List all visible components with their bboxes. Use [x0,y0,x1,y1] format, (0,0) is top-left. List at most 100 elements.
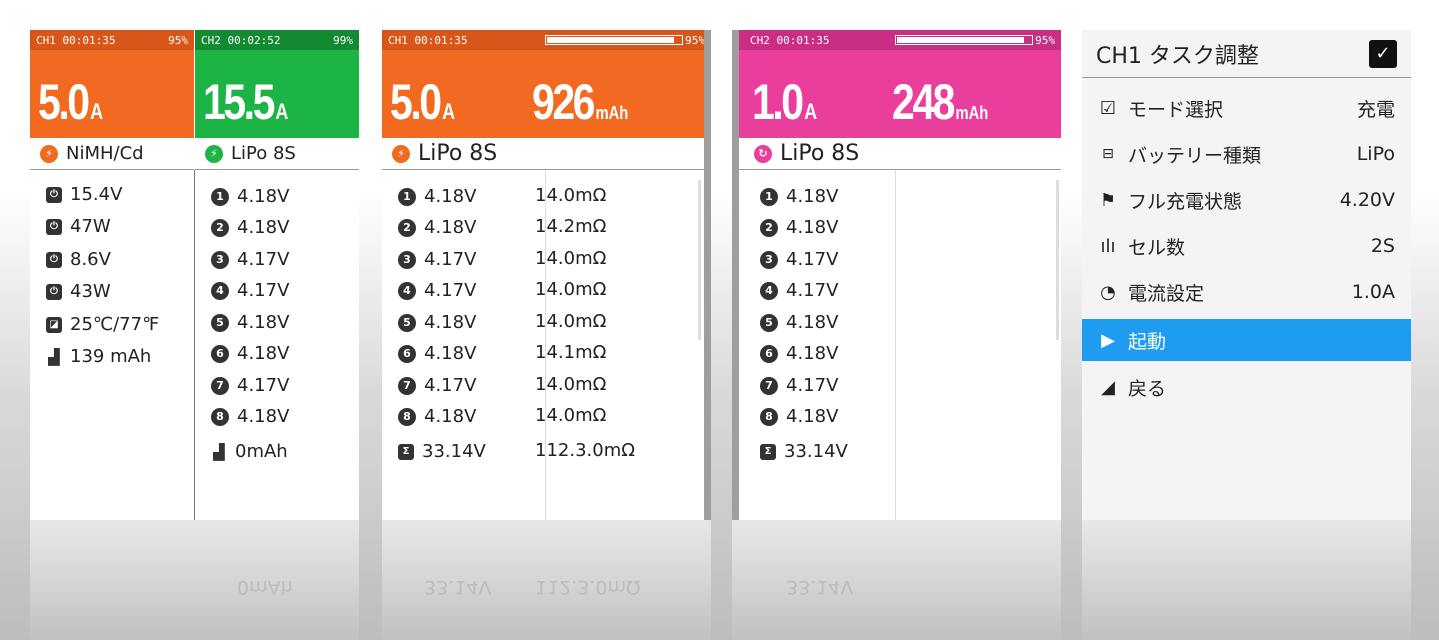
total-voltage-row: Σ 33.14V [398,441,486,462]
cell-row: 6 4.18V [760,343,838,364]
ch2-header: 15.5 A [195,50,359,138]
cell-1-icon: 1 [398,187,416,206]
progress-bar [895,35,1034,45]
reflection-screen1: 0mAh [30,520,359,640]
flag-icon: ⚑ [1099,189,1117,211]
ch1-status-percent: 95% [168,33,188,47]
ch1-current: 5.0 A [38,74,104,130]
status-time: CH2 00:01:35 [750,33,830,47]
fuel-icon: ▟ [213,442,225,461]
menu-item-back[interactable]: ◢ 戻る [1082,366,1411,408]
scrollbar[interactable] [1056,180,1059,340]
menu-item-cell-count[interactable]: ılı セル数 2S [1082,225,1411,267]
stat-row: ⏻ 15.4V [46,184,122,205]
cell-8-icon: 8 [211,407,229,426]
stat-row: ⏻ 47W [46,216,111,237]
plug-icon: ⏻ [46,218,62,235]
capacity-value: 248 mAh [892,74,989,130]
cell-7-icon: 7 [211,376,229,395]
reflection-screen3: 33.14V [732,520,1061,640]
stat-row: ◪ 25℃/77℉ [46,314,159,335]
resistance-value: 14.0mΩ [535,311,607,332]
scrollbar[interactable] [698,180,701,340]
menu-item-mode[interactable]: ☑ モード選択 充電 [1082,87,1411,129]
cell-6-icon: 6 [211,344,229,363]
cell-row: 5 4.18V [760,312,838,333]
cell-row: 3 4.17V [398,249,476,270]
cell-row: 8 4.18V [760,406,838,427]
stat-row: ⏻ 8.6V [46,249,111,270]
ch2-chemistry: ⚡ LiPo 8S [195,138,359,170]
cell-row: 7 4.17V [398,375,476,396]
plug-icon: ⏻ [46,283,62,300]
clipboard-check-icon: ✓ [1369,39,1397,68]
resistance-value: 14.0mΩ [535,279,607,300]
menu-item-start[interactable]: ▶ 起動 [1082,319,1411,361]
cell-1-icon: 1 [760,187,778,206]
total-voltage-row: Σ 33.14V [760,441,848,462]
ch2-status-percent: 99% [333,33,353,47]
menu-item-current[interactable]: ◔ 電流設定 1.0A [1082,271,1411,313]
reflection-text: 33.14V [424,576,492,598]
cell-4-icon: 4 [211,281,229,300]
cell-5-icon: 5 [398,313,416,332]
task-menu-screen: CH1 タスク調整 ✓ ☑ モード選択 充電 ⊟ バッテリー種類 LiPo ⚑ … [1082,30,1411,520]
cell-2-icon: 2 [760,218,778,237]
cell-7-icon: 7 [398,376,416,395]
battery-icon: ⊟ [1102,146,1114,162]
resistance-value: 14.0mΩ [535,405,607,426]
cell-row: 2 4.18V [211,217,289,238]
screen-ch2-detail: CH2 00:01:35 95% 1.0 A 248 mAh ↻ LiPo 8S 1… [732,30,1061,520]
cell-row: 8 4.18V [398,406,476,427]
cell-8-icon: 8 [760,407,778,426]
back-icon: ◢ [1101,376,1115,398]
cell-3-icon: 3 [211,250,229,269]
header: 5.0 A 926 mAh [382,50,711,138]
gauge-icon: ◔ [1100,281,1116,303]
reflection-text: 0mAh [237,576,293,598]
cell-1-icon: 1 [211,187,229,206]
status-time: CH1 00:01:35 [388,33,468,47]
menu-title-bar: CH1 タスク調整 ✓ [1082,30,1411,78]
ch1-panel: CH1 00:01:35 95% 5.0 A ⚡ NiMH/Cd ⏻ 15.4V ⏻… [30,30,194,520]
stat-row: ⏻ 43W [46,281,111,302]
cell-4-icon: 4 [398,281,416,300]
play-icon: ▶ [1101,329,1115,351]
chemistry: ↻ LiPo 8S [732,138,1061,170]
sum-icon: Σ [760,443,776,460]
cell-2-icon: 2 [398,218,416,237]
reflection-text: 33.14V [786,576,854,598]
reflection-screen2: 33.14V 112.3.0mΩ [382,520,711,640]
reflection-menu [1082,520,1411,640]
screen-edge [732,30,739,520]
menu-item-battery-type[interactable]: ⊟ バッテリー種類 LiPo [1082,133,1411,175]
resistance-value: 14.0mΩ [535,374,607,395]
cell-row: 3 4.17V [211,249,289,270]
ch1-status-bar: CH1 00:01:35 95% [30,30,194,50]
clipboard-check-icon: ☑ [1099,97,1117,119]
plug-icon: ⏻ [46,186,62,203]
cell-3-icon: 3 [760,250,778,269]
plug-icon: ⏻ [46,251,62,268]
status-progress: 95% [545,34,705,47]
resistance-value: 14.0mΩ [535,248,607,269]
cell-2-icon: 2 [211,218,229,237]
cell-row: 4 4.17V [760,280,838,301]
cell-row: 5 4.18V [211,312,289,333]
ch2-panel: CH2 00:02:52 99% 15.5 A ⚡ LiPo 8S 1 4.18V … [195,30,359,520]
cell-row: 1 4.18V [760,186,838,207]
ch2-status-time: CH2 00:02:52 [201,33,281,47]
cell-row: 1 4.18V [398,186,476,207]
capacity-value: 926 mAh [532,74,629,130]
cell-4-icon: 4 [760,281,778,300]
menu-item-full-charge[interactable]: ⚑ フル充電状態 4.20V [1082,179,1411,221]
panel-divider [194,170,195,520]
ch1-status-time: CH1 00:01:35 [36,33,116,47]
cell-5-icon: 5 [211,313,229,332]
ch2-current: 15.5 A [203,74,289,130]
cell-row: 8 4.18V [211,406,289,427]
screen-dual-channel: CH1 00:01:35 95% 5.0 A ⚡ NiMH/Cd ⏻ 15.4V ⏻… [30,30,359,520]
capacity-row: ▟ 0mAh [211,441,288,462]
screen-ch1-detail: CH1 00:01:35 95% 5.0 A 926 mAh ⚡ LiPo 8S 1… [382,30,711,520]
reflection-text: 112.3.0mΩ [535,576,641,598]
